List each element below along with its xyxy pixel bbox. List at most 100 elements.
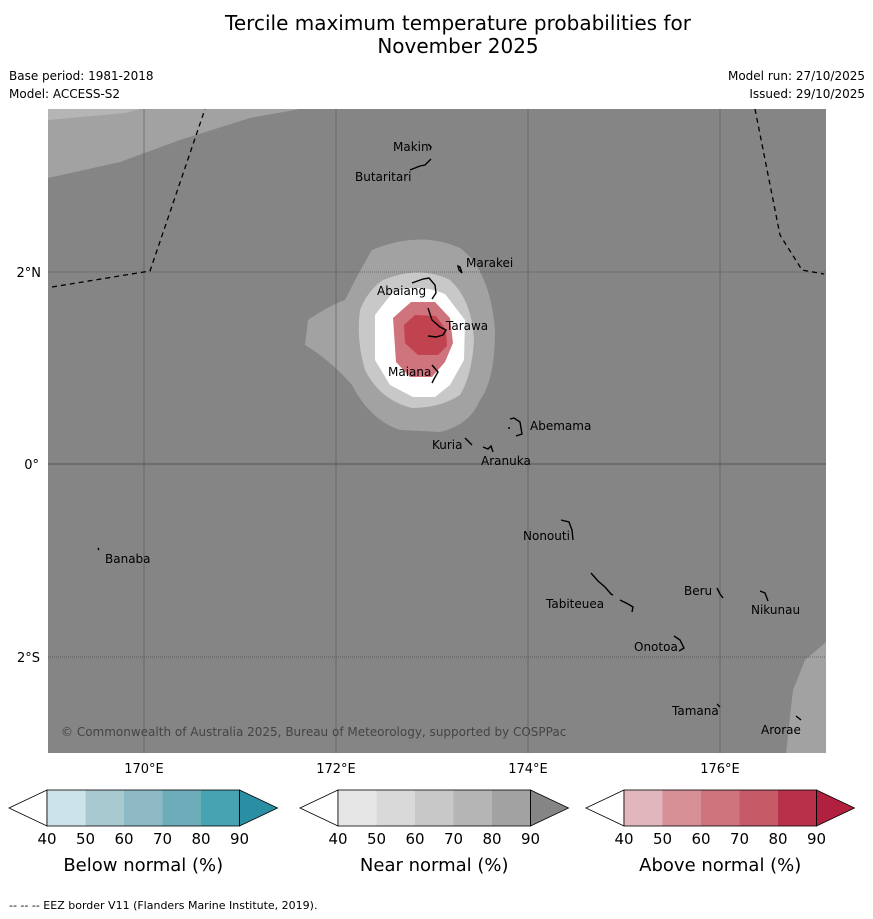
colorbar-border <box>46 789 240 827</box>
place-label: Tabiteuea <box>545 597 604 611</box>
near-normal-region-northwest-light <box>48 109 140 120</box>
onotoa-island <box>673 635 685 652</box>
colorbar-tick-label: 90 <box>807 830 826 848</box>
lon-label: 172°E <box>316 762 356 777</box>
title-line-2: November 2025 <box>377 34 539 58</box>
colorbar-segment <box>124 790 163 826</box>
abemama-island <box>509 417 523 437</box>
chart-title: Tercile maximum temperature probabilitie… <box>0 12 873 58</box>
place-label: Aranuka <box>481 454 531 468</box>
colorbar-extend-low <box>299 789 339 827</box>
tamana-island <box>716 703 721 708</box>
copyright-notice: © Commonwealth of Australia 2025, Bureau… <box>61 725 566 739</box>
colorbar-title: Near normal (%) <box>360 855 509 876</box>
colorbar-tick-label: 40 <box>614 830 633 848</box>
colorbar-extend-low <box>585 789 625 827</box>
colorbars: 40 50 60 70 80 90 Below normal (%) 40 50 60 70 80 90… <box>8 789 856 876</box>
nonouti-island <box>560 519 574 541</box>
colorbar-segment <box>415 790 454 826</box>
colorbar-tick-label: 70 <box>444 830 463 848</box>
colorbar-title: Below normal (%) <box>63 855 223 876</box>
colorbar-segment <box>85 790 124 826</box>
place-label: Onotoa <box>634 640 678 654</box>
colorbar-segment <box>338 790 377 826</box>
place-label: Beru <box>684 584 712 598</box>
base-period: Base period: 1981-2018 <box>9 69 154 83</box>
meta-left: Base period: 1981-2018 Model: ACCESS-S2 <box>9 67 154 103</box>
colorbar-segment <box>624 790 663 826</box>
colorbar-tick-label: 50 <box>367 830 386 848</box>
colorbar-tick-label: 40 <box>37 830 56 848</box>
colorbar-extend-high <box>239 789 279 827</box>
issued-date: Issued: 29/10/2025 <box>749 87 865 101</box>
lat-gridlines <box>48 271 826 658</box>
tabiteuea-south <box>619 599 634 613</box>
colorbar-segment <box>47 790 86 826</box>
colorbar-border <box>337 789 531 827</box>
colorbar-segment <box>376 790 415 826</box>
colorbar-tick-label: 60 <box>691 830 710 848</box>
place-label: Butaritari <box>355 170 412 184</box>
place-label: Nikunau <box>751 603 800 617</box>
beru-island <box>716 587 724 599</box>
arorae-island <box>795 715 802 721</box>
tarawa-island <box>427 307 447 338</box>
place-label: Kuria <box>432 438 463 452</box>
near-normal-region-southeast <box>786 642 826 753</box>
colorbar-tick-label: 60 <box>114 830 133 848</box>
eez-footnote: -- -- -- EEZ border V11 (Flanders Marine… <box>9 899 318 912</box>
colorbar-tick-label: 80 <box>482 830 501 848</box>
colorbar-extend-high <box>816 789 856 827</box>
gridlines <box>48 109 826 753</box>
colorbar-tick-label: 80 <box>768 830 787 848</box>
colorbar-segment <box>662 790 701 826</box>
place-label: Abemama <box>530 419 591 433</box>
place-label: Tarawa <box>445 319 488 333</box>
kuria-island <box>464 437 473 446</box>
colorbar-segment <box>162 790 201 826</box>
colorbar-tick-label: 50 <box>76 830 95 848</box>
title-line-1: Tercile maximum temperature probabilitie… <box>225 11 691 35</box>
lat-label: 2°N <box>17 266 42 281</box>
colorbar-extend-high <box>530 789 570 827</box>
colorbar-tick-label: 40 <box>328 830 347 848</box>
colorbar-tick-label: 70 <box>153 830 172 848</box>
abaiang-island <box>411 277 437 300</box>
makin-island <box>427 143 432 151</box>
colorbar-segment <box>701 790 740 826</box>
lon-label: 174°E <box>508 762 548 777</box>
place-label: Banaba <box>105 552 151 566</box>
colorbar-tick-label: 80 <box>191 830 210 848</box>
colorbar-segment <box>492 790 531 826</box>
colorbar-tick-label: 90 <box>521 830 540 848</box>
place-label: Makin <box>393 140 429 154</box>
place-label: Tamana <box>671 704 719 718</box>
near-normal-region-northwest <box>48 109 826 178</box>
nikunau-island <box>759 590 769 602</box>
eez-border <box>51 108 825 288</box>
marakei-island <box>456 264 463 274</box>
colorbar-tick-label: 70 <box>730 830 749 848</box>
colorbar-segment <box>778 790 817 826</box>
place-label: Nonouti <box>523 529 570 543</box>
lon-label: 176°E <box>700 762 740 777</box>
colorbar-tick-label: 50 <box>653 830 672 848</box>
colorbar-segment <box>453 790 492 826</box>
place-label: Maiana <box>388 365 431 379</box>
colorbar-border <box>623 789 817 827</box>
butaritari-island <box>409 158 432 171</box>
maiana-island <box>431 364 439 384</box>
lat-label: 2°S <box>17 651 40 666</box>
model-name: Model: ACCESS-S2 <box>9 87 121 101</box>
colorbar-segment <box>201 790 240 826</box>
banaba-island <box>97 547 100 551</box>
colorbar: 40 50 60 70 80 90 Below normal (%) <box>8 789 279 876</box>
map-panel[interactable]: Makin Butaritari Marakei Abaiang Tarawa … <box>48 108 826 753</box>
colorbar: 40 50 60 70 80 90 Above normal (%) <box>585 789 856 876</box>
colorbar-extend-low <box>8 789 48 827</box>
tabiteuea-north <box>590 572 614 596</box>
lon-label: 170°E <box>124 762 164 777</box>
colorbar-tick-label: 90 <box>230 830 249 848</box>
colorbar: 40 50 60 70 80 90 Near normal (%) <box>299 789 570 876</box>
